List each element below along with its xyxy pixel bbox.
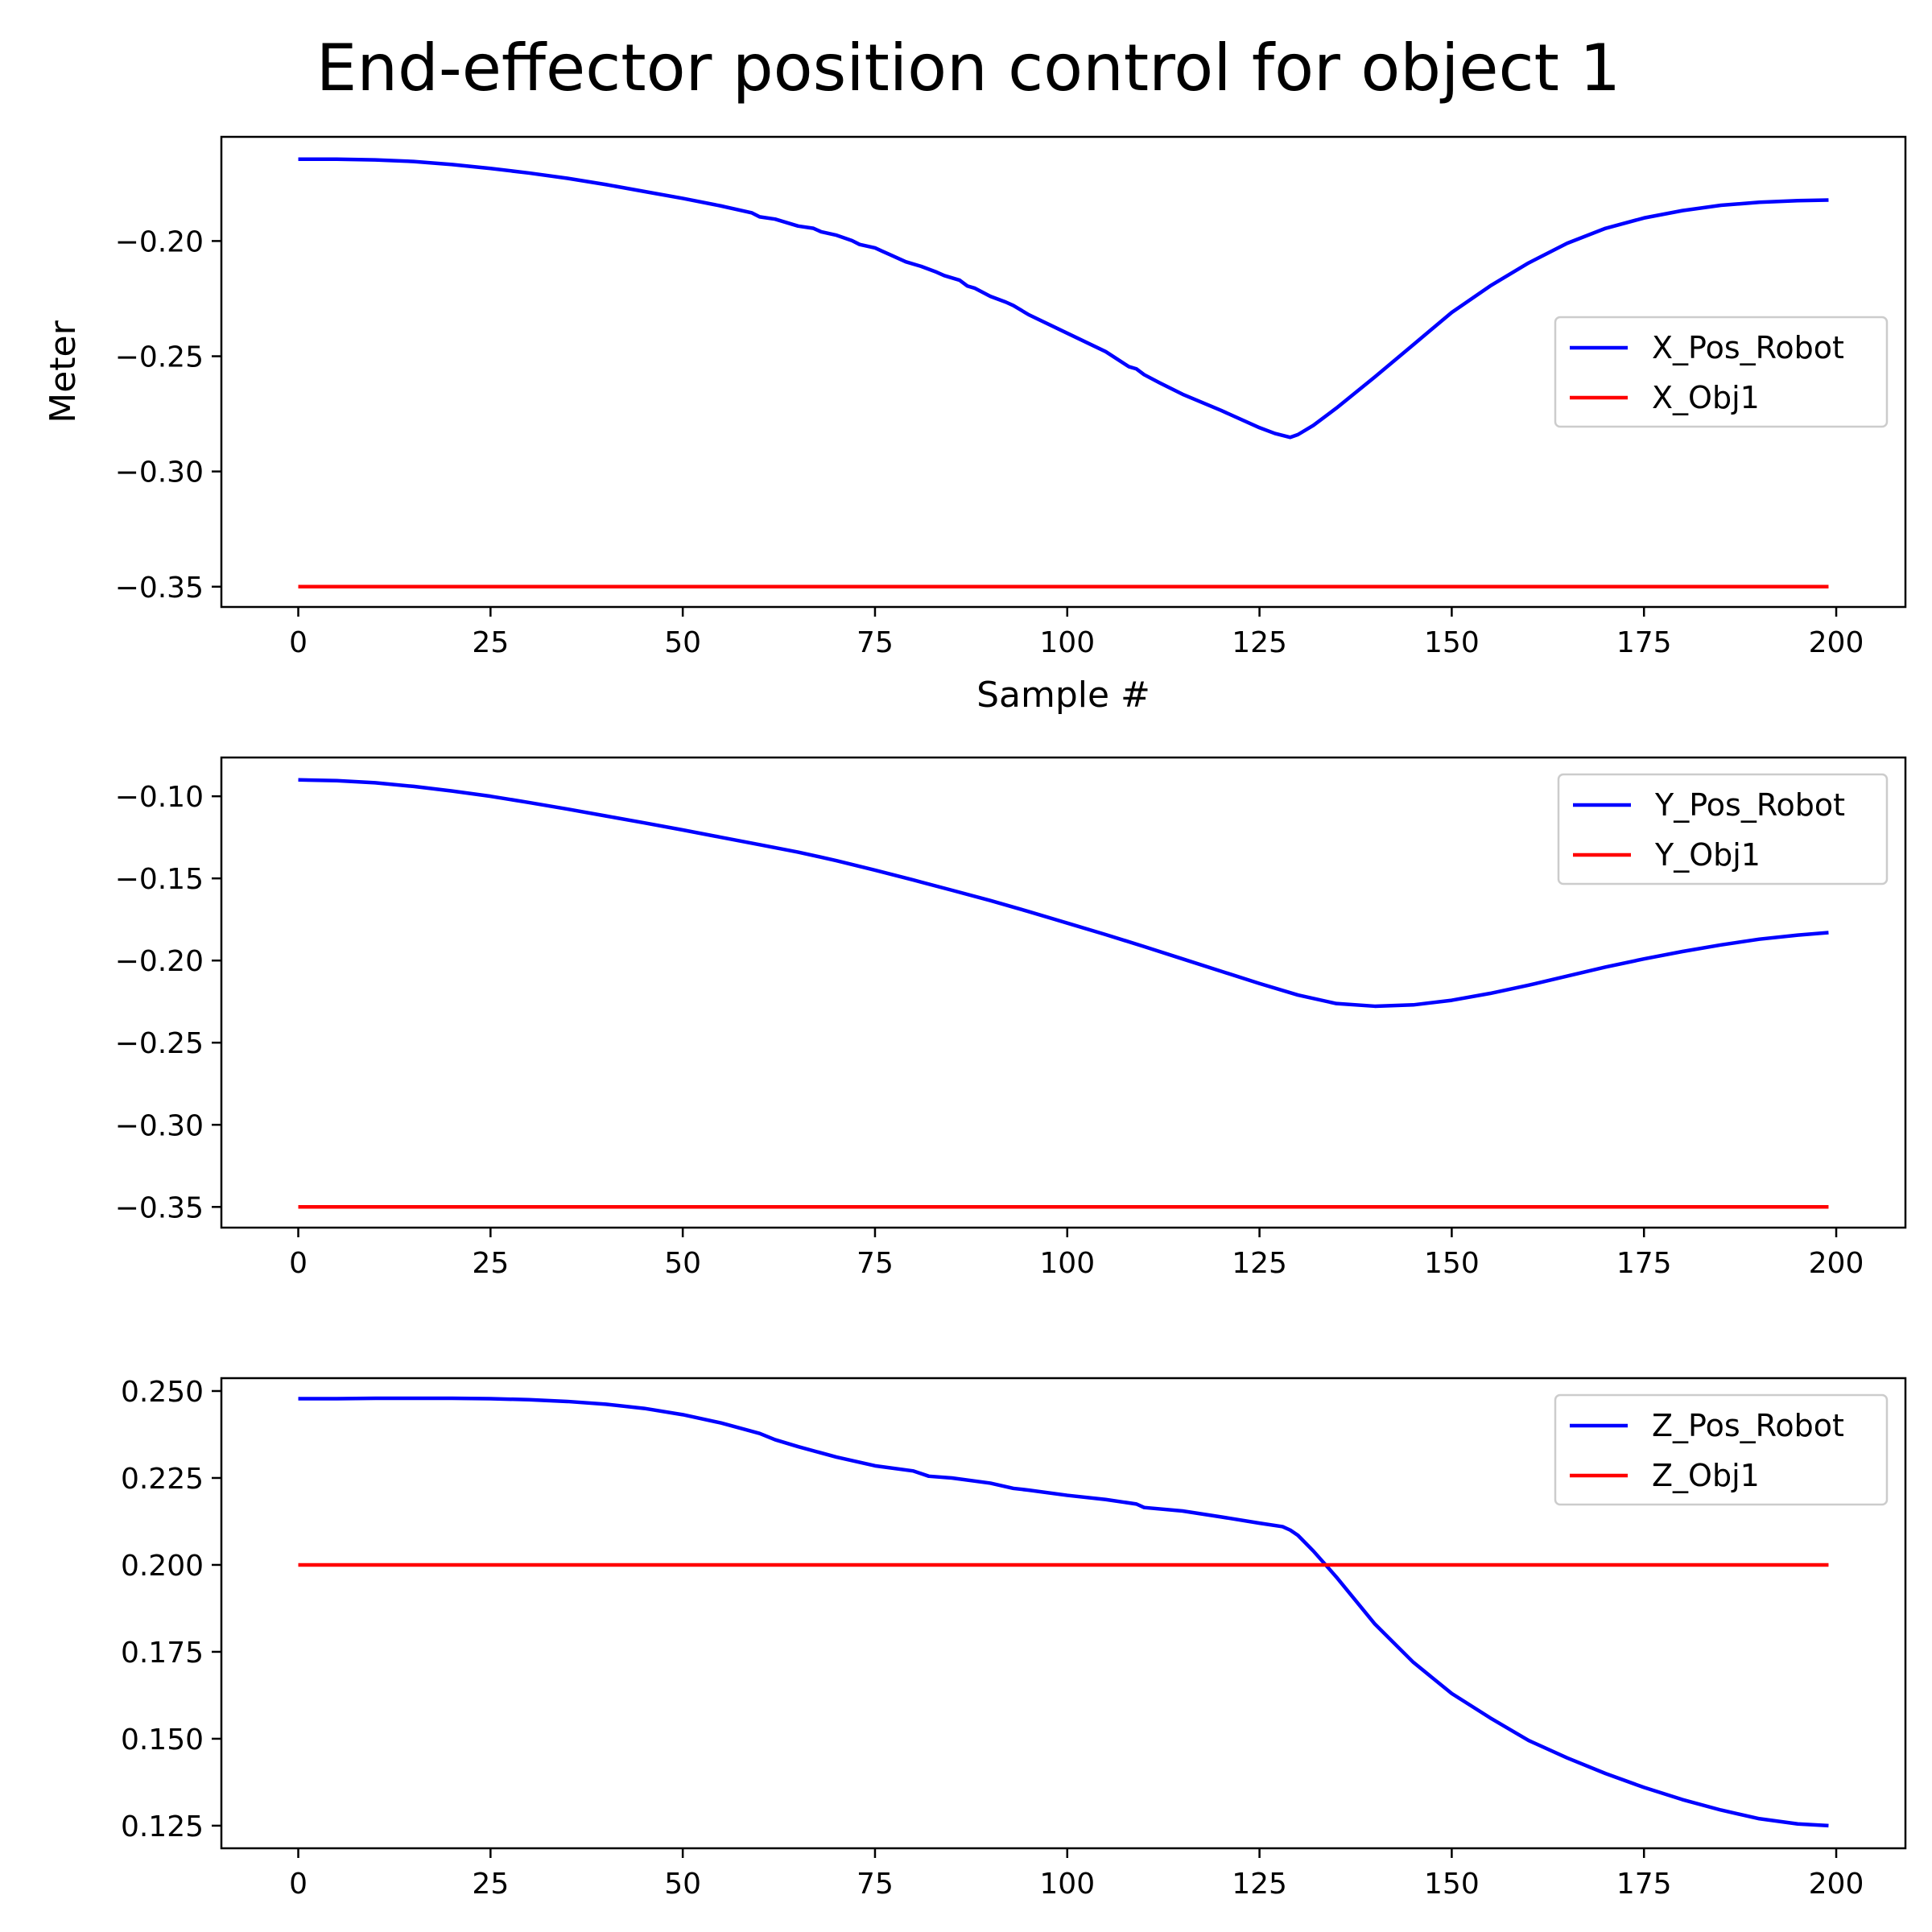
series-group: [298, 778, 1829, 1209]
legend-label-x-pos-robot: X_Pos_Robot: [1652, 330, 1844, 365]
series-group: [298, 157, 1829, 589]
legend-label-y-pos-robot: Y_Pos_Robot: [1654, 787, 1845, 823]
subplot-y-position: 0 25 50 75 100 125 150 175 200 −0.10 −0.15 −0.20 −0.…: [115, 756, 1907, 1280]
y-tick-label: 0.225: [121, 1463, 204, 1496]
subplot-x-position: 0 25 50 75 100 125 150 175 200 −0.20 −0.25 −0.30 −0.…: [43, 135, 1907, 716]
x-tick-label: 150: [1424, 1868, 1480, 1901]
x-tick-label: 175: [1616, 1868, 1672, 1901]
x-tick-label: 200: [1809, 1247, 1864, 1280]
x-axis-label: Sample #: [976, 675, 1150, 716]
x-tick-label: 25: [472, 626, 509, 659]
x-tick-label: 75: [857, 1868, 894, 1901]
y-tick-label: 0.125: [121, 1810, 204, 1843]
x-tick-label: 50: [664, 626, 701, 659]
x-tick-label: 50: [664, 1868, 701, 1901]
x-tick-label: 25: [472, 1247, 509, 1280]
y-tick-label: −0.20: [115, 225, 204, 258]
series-line-y-pos-robot: [298, 778, 1829, 1009]
y-tick-label: −0.30: [115, 1109, 204, 1142]
x-tick-label: 75: [857, 1247, 894, 1280]
y-tick-label: −0.25: [115, 1027, 204, 1060]
y-tick-label: 0.250: [121, 1376, 204, 1409]
legend-box: [1557, 773, 1889, 886]
y-axis-label: Meter: [43, 320, 84, 423]
x-tick-label: 175: [1616, 1247, 1672, 1280]
x-tick-label: 175: [1616, 626, 1672, 659]
legend-box: [1554, 1393, 1889, 1506]
legend-label-z-pos-robot: Z_Pos_Robot: [1652, 1408, 1844, 1443]
legend: Z_Pos_Robot Z_Obj1: [1554, 1393, 1889, 1506]
x-tick-label: 125: [1232, 1247, 1287, 1280]
y-tick-label: 0.200: [121, 1550, 204, 1583]
y-tick-label: −0.35: [115, 1191, 204, 1224]
y-tick-label: −0.10: [115, 781, 204, 814]
x-tick-label: 0: [289, 1868, 308, 1901]
y-tick-label: −0.15: [115, 863, 204, 896]
y-tick-label: −0.35: [115, 572, 204, 605]
series-line-x-pos-robot: [298, 157, 1829, 440]
x-tick-label: 75: [857, 626, 894, 659]
y-tick-label: 0.150: [121, 1724, 204, 1757]
subplot-z-position: 0 25 50 75 100 125 150 175 200 0.250 0.225 0.200 0.1…: [121, 1376, 1907, 1901]
legend: X_Pos_Robot X_Obj1: [1554, 316, 1889, 428]
series-line-z-pos-robot: [298, 1396, 1829, 1828]
x-tick-label: 0: [289, 626, 308, 659]
legend-label-y-obj1: Y_Obj1: [1654, 837, 1761, 873]
x-tick-label: 100: [1039, 626, 1095, 659]
series-group: [298, 1396, 1829, 1828]
x-tick-label: 200: [1809, 1868, 1864, 1901]
x-tick-label: 200: [1809, 626, 1864, 659]
y-tick-label: −0.20: [115, 945, 204, 978]
x-tick-label: 100: [1039, 1247, 1095, 1280]
x-tick-label: 150: [1424, 1247, 1480, 1280]
legend-label-z-obj1: Z_Obj1: [1652, 1458, 1760, 1493]
x-tick-label: 50: [664, 1247, 701, 1280]
y-tick-label: −0.25: [115, 341, 204, 374]
x-tick-label: 125: [1232, 626, 1287, 659]
legend-box: [1554, 316, 1889, 428]
x-tick-label: 125: [1232, 1868, 1287, 1901]
chart-title: End-effector position control for object…: [316, 31, 1620, 105]
x-tick-label: 150: [1424, 626, 1480, 659]
y-tick-label: −0.30: [115, 456, 204, 489]
x-tick-label: 25: [472, 1868, 509, 1901]
x-tick-label: 100: [1039, 1868, 1095, 1901]
legend: Y_Pos_Robot Y_Obj1: [1557, 773, 1889, 886]
x-tick-label: 0: [289, 1247, 308, 1280]
legend-label-x-obj1: X_Obj1: [1652, 380, 1760, 415]
y-tick-label: 0.175: [121, 1637, 204, 1670]
